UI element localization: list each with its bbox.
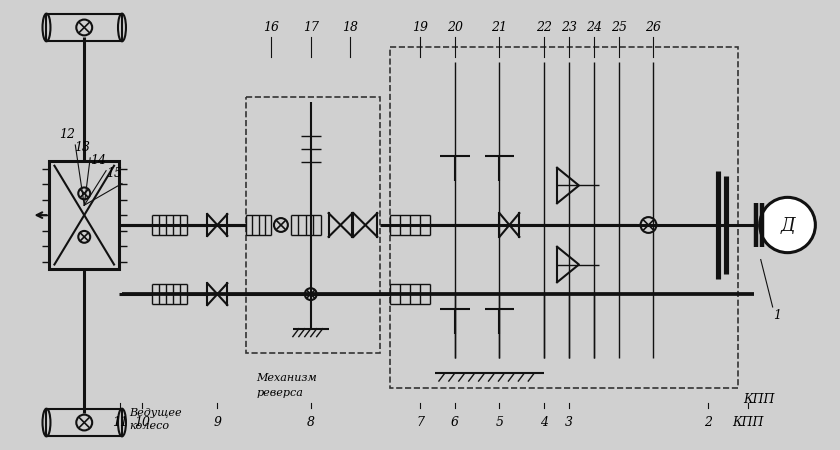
Text: Ведущее: Ведущее [129,408,181,418]
Text: КПП: КПП [732,416,764,428]
Bar [46,14,122,41]
Text: Механизм: Механизм [256,373,317,383]
Bar [246,97,381,353]
Text: 17: 17 [302,22,318,34]
Text: 14: 14 [90,154,106,167]
Text: 11: 11 [112,416,128,428]
Text: 25: 25 [611,22,627,34]
Text: 16: 16 [263,22,279,34]
Text: реверса: реверса [256,388,303,398]
Text: 6: 6 [451,416,459,428]
Text: 5: 5 [496,416,503,428]
Text: 15: 15 [106,166,122,180]
Text: 8: 8 [307,416,315,428]
Circle shape [759,198,816,252]
Text: 24: 24 [585,22,601,34]
Text: 13: 13 [74,141,90,154]
Text: 26: 26 [645,22,661,34]
Bar [391,47,738,388]
Text: 1: 1 [774,309,781,322]
Text: 10: 10 [134,416,150,428]
Text: 7: 7 [416,416,424,428]
Bar [50,161,119,270]
Text: 20: 20 [447,22,463,34]
Text: Д: Д [780,217,795,235]
Text: колесо: колесо [129,421,169,431]
Text: КПП: КПП [743,393,774,406]
Text: 21: 21 [491,22,507,34]
Text: 23: 23 [561,22,577,34]
Text: 3: 3 [565,416,573,428]
Text: 4: 4 [540,416,549,428]
Text: 9: 9 [213,416,222,428]
Text: 18: 18 [343,22,359,34]
Bar [46,409,122,436]
Text: 22: 22 [536,22,552,34]
Text: 19: 19 [412,22,428,34]
Text: 2: 2 [704,416,712,428]
Text: 12: 12 [60,128,76,141]
